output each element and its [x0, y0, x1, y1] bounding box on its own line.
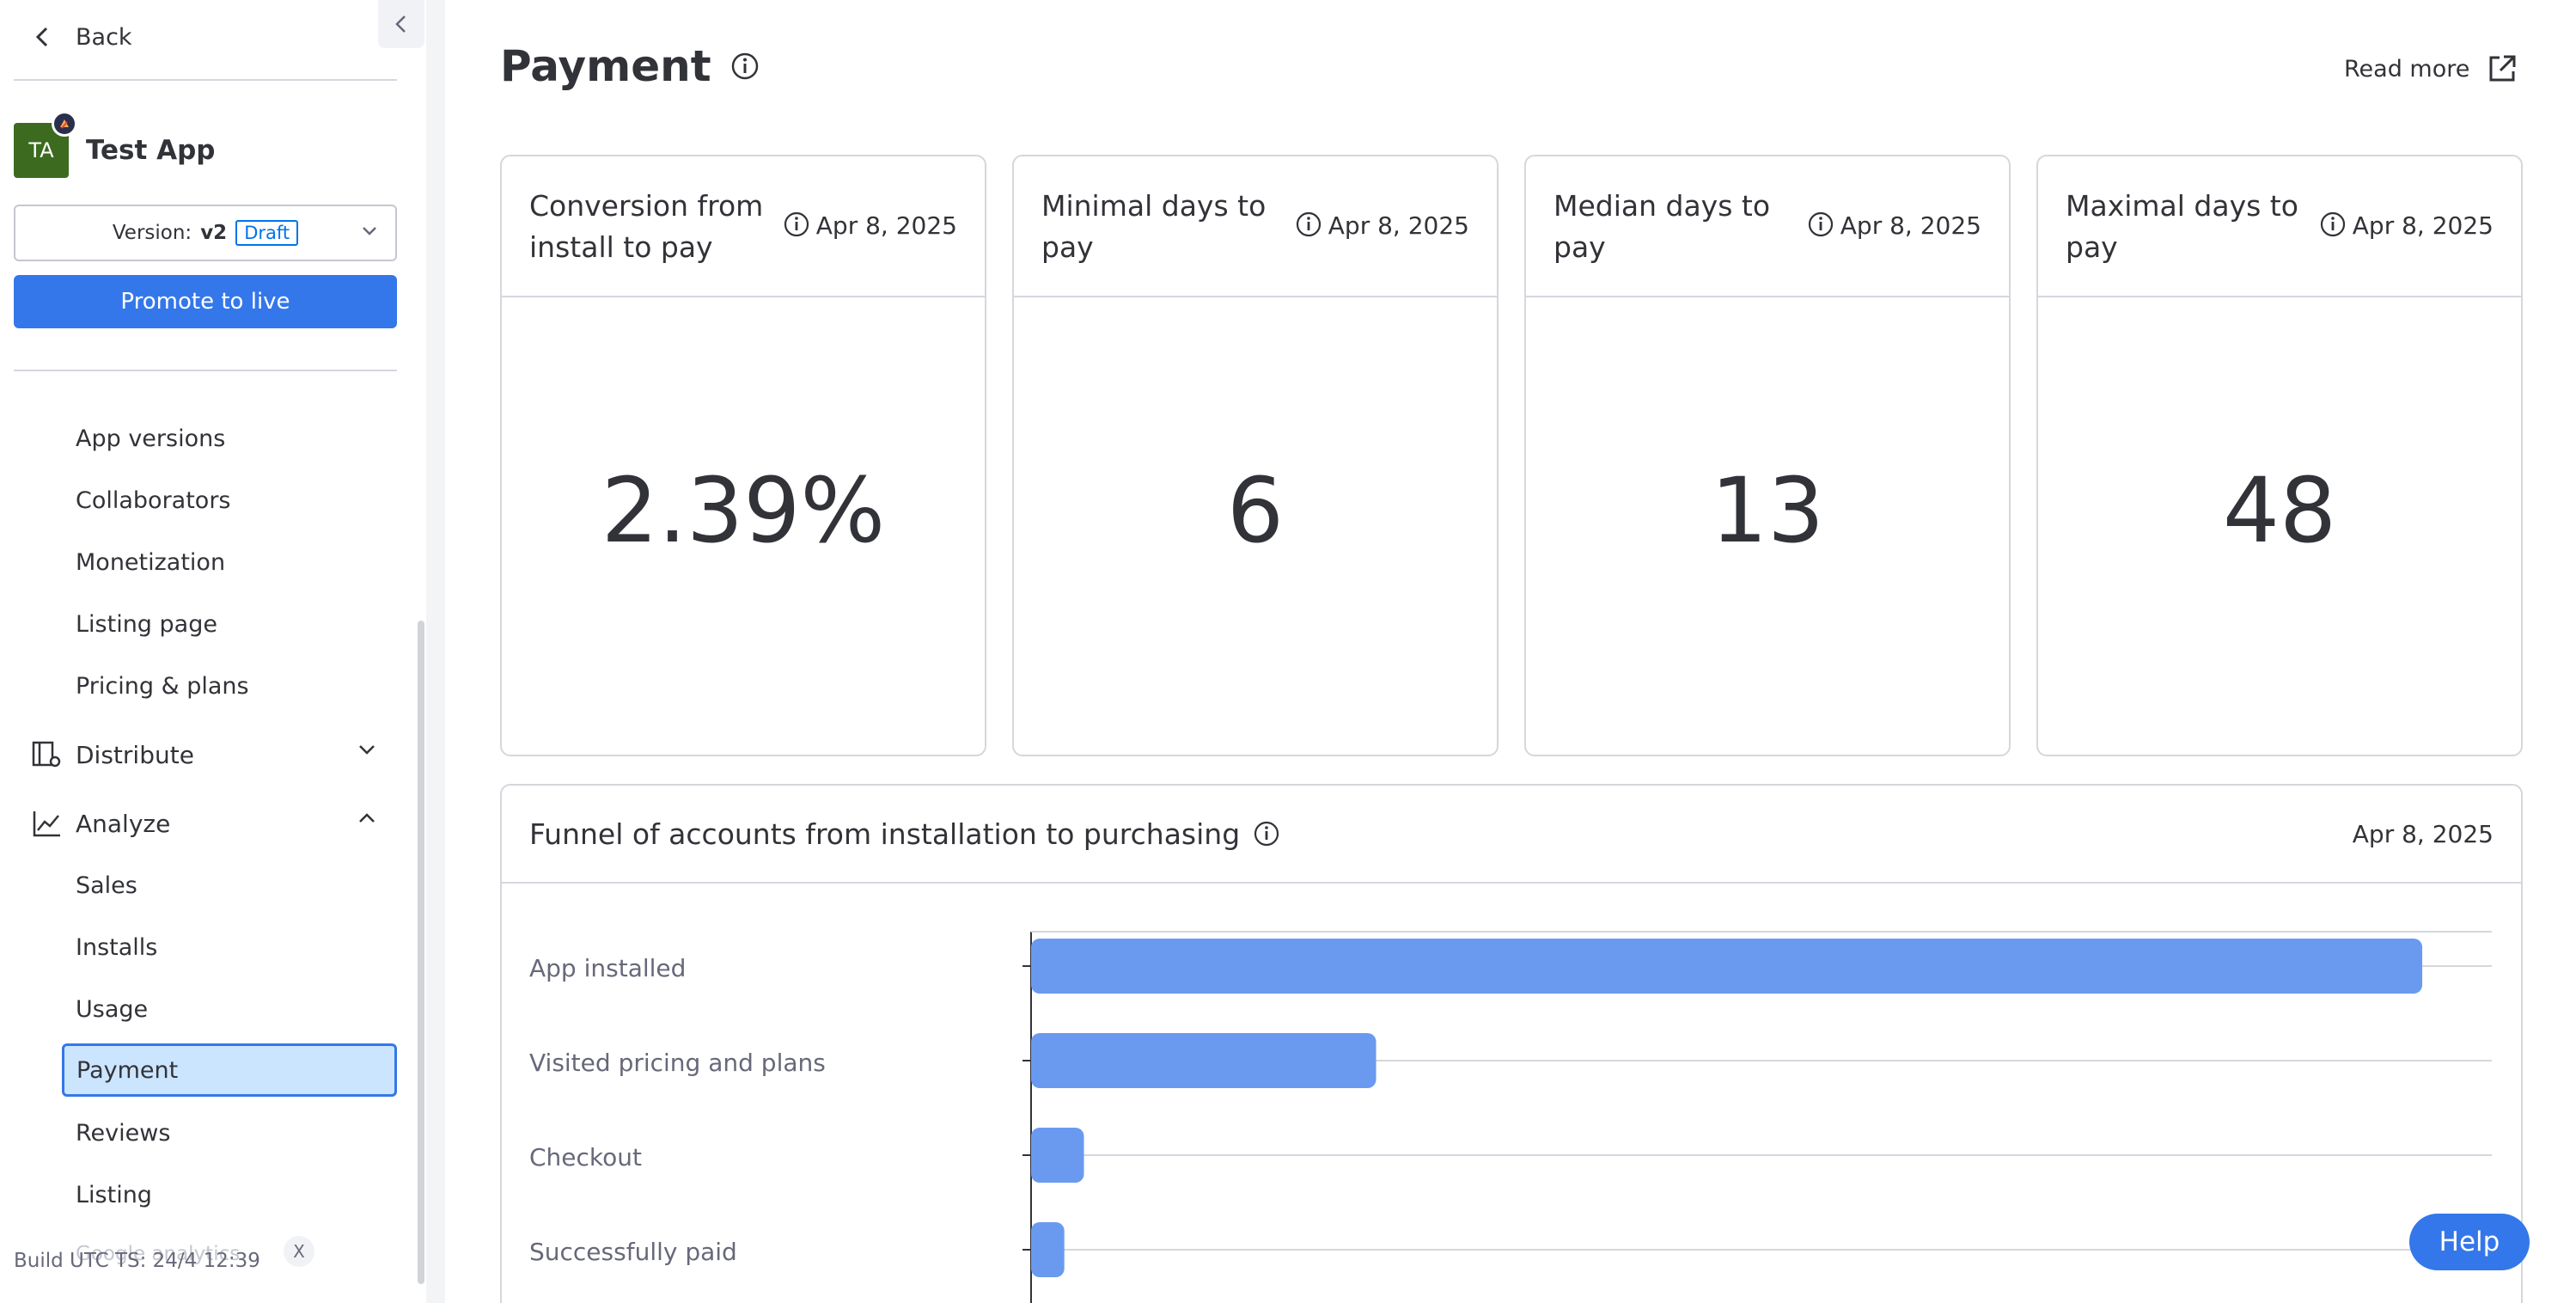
sidebar-scrollbar[interactable] [418, 621, 424, 1284]
funnel-bar [1031, 1222, 1065, 1277]
version-prefix: Version: [112, 222, 192, 244]
app-name: Test App [86, 135, 216, 166]
funnel-bar-chart [1022, 931, 2492, 1303]
card-title: Maximal days to pay [2066, 189, 2298, 264]
metric-card-conversion: Conversion from install to pay Apr 8, 20… [500, 155, 986, 756]
sidebar-item-monetization[interactable]: Monetization [76, 548, 226, 576]
collapse-sidebar-button[interactable] [378, 0, 424, 48]
sidebar-item-usage[interactable]: Usage [76, 995, 149, 1023]
funnel-bar [1031, 1128, 1084, 1183]
card-title: Conversion from install to pay [529, 189, 764, 264]
sidebar-item-installs[interactable]: Installs [76, 933, 158, 961]
card-header: Minimal days to pay Apr 8, 2025 [1014, 156, 1497, 297]
divider [14, 370, 397, 371]
funnel-category-label: Successfully paid [529, 1238, 737, 1266]
read-more-label: Read more [2344, 55, 2470, 83]
funnel-card: Funnel of accounts from installation to … [500, 784, 2523, 1303]
card-value: 6 [1226, 458, 1285, 563]
funnel-bar [1031, 1033, 1377, 1088]
metric-card-minimal-days: Minimal days to pay Apr 8, 2025 6 [1012, 155, 1499, 756]
funnel-date: Apr 8, 2025 [2352, 820, 2494, 848]
sidebar-item-listing[interactable]: Listing [76, 1181, 152, 1208]
chevron-down-icon [359, 745, 375, 755]
sidebar-section-label: Distribute [76, 740, 194, 769]
metric-card-median-days: Median days to pay Apr 8, 2025 13 [1524, 155, 2011, 756]
card-value: 13 [1710, 458, 1825, 563]
chart-icon [29, 806, 64, 841]
card-header: Conversion from install to pay Apr 8, 20… [502, 156, 985, 297]
back-label: Back [76, 23, 132, 51]
back-button[interactable]: Back [34, 19, 132, 55]
page-title-text: Payment [500, 41, 711, 91]
info-icon[interactable] [782, 210, 811, 239]
spark-icon [52, 111, 77, 137]
build-info: Google analytics Build UTC TS: 24/4 12:3… [14, 1243, 260, 1272]
funnel-bar [1031, 939, 2423, 994]
sidebar-item-reviews[interactable]: Reviews [76, 1119, 171, 1147]
sidebar-item-google-analytics[interactable]: Google analytics [76, 1243, 241, 1265]
app-initials: TA [28, 138, 54, 162]
version-select[interactable]: Version: v2 Draft [14, 205, 397, 261]
sidebar-item-app-versions[interactable]: App versions [76, 425, 226, 452]
sidebar-item-payment[interactable]: Payment [62, 1043, 397, 1097]
card-date: Apr 8, 2025 [1328, 211, 1469, 240]
close-build-info-button[interactable]: X [284, 1236, 314, 1267]
chevron-down-icon [363, 227, 376, 236]
app-header: TA Test App [14, 111, 216, 179]
card-title: Minimal days to pay [1041, 189, 1267, 264]
card-title: Median days to pay [1554, 189, 1771, 264]
chevron-left-icon [395, 15, 406, 33]
card-date: Apr 8, 2025 [2352, 211, 2494, 240]
metric-card-maximal-days: Maximal days to pay Apr 8, 2025 48 [2036, 155, 2523, 756]
sidebar-item-pricing-plans[interactable]: Pricing & plans [76, 672, 249, 700]
card-header: Maximal days to pay Apr 8, 2025 [2038, 156, 2521, 297]
card-value: 2.39% [601, 458, 886, 563]
sidebar-section-distribute[interactable]: Distribute [29, 729, 390, 780]
sidebar-item-listing-page[interactable]: Listing page [76, 610, 217, 638]
build-timestamp: Build UTC TS: 24/4 12:39 [14, 1250, 260, 1272]
card-header: Median days to pay Apr 8, 2025 [1526, 156, 2009, 297]
info-icon[interactable] [1294, 210, 1323, 239]
card-date: Apr 8, 2025 [815, 211, 957, 240]
funnel-category-label: App installed [529, 954, 687, 982]
page-title: Payment [500, 41, 760, 91]
app-avatar: TA [14, 111, 77, 178]
sidebar-item-collaborators[interactable]: Collaborators [76, 486, 231, 514]
funnel-category-label: Visited pricing and plans [529, 1049, 826, 1077]
funnel-title: Funnel of accounts from installation to … [529, 817, 1241, 851]
card-value: 48 [2222, 458, 2337, 563]
sidebar-gutter [426, 0, 445, 1303]
card-date: Apr 8, 2025 [1840, 211, 1981, 240]
help-button[interactable]: Help [2409, 1214, 2530, 1270]
funnel-category-label: Checkout [529, 1143, 642, 1171]
funnel-header: Funnel of accounts from installation to … [502, 786, 2521, 884]
draft-badge: Draft [235, 220, 299, 246]
info-icon[interactable] [1252, 819, 1281, 848]
external-link-icon [2489, 55, 2516, 82]
info-icon[interactable] [2318, 210, 2347, 239]
divider [14, 79, 397, 81]
info-icon[interactable] [1806, 210, 1835, 239]
sidebar-section-analyze[interactable]: Analyze [29, 798, 390, 849]
sidebar-item-sales[interactable]: Sales [76, 872, 137, 899]
sidebar-section-label: Analyze [76, 809, 171, 838]
sidebar: Back TA Test App Version: v2 Draft Promo… [0, 0, 426, 1303]
info-icon[interactable] [730, 52, 760, 81]
promote-to-live-button[interactable]: Promote to live [14, 275, 397, 328]
version-value: v2 [200, 222, 228, 244]
chevron-up-icon [359, 813, 375, 823]
chevron-left-icon [35, 27, 48, 47]
distribute-icon [29, 737, 64, 772]
read-more-link[interactable]: Read more [2344, 53, 2518, 84]
